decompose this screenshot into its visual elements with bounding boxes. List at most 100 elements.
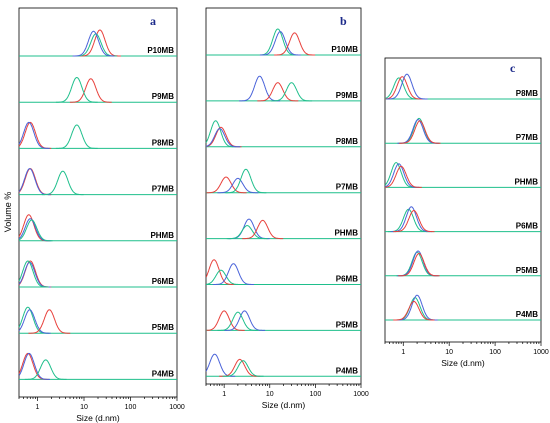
curve-red xyxy=(257,82,299,102)
curve-green xyxy=(384,77,420,100)
x-tick-label: 100 xyxy=(310,391,322,398)
row-p10mb: P10MB xyxy=(206,28,361,56)
panel-frame xyxy=(18,7,178,398)
curve-blue xyxy=(72,30,115,57)
x-tick-label: 1000 xyxy=(169,404,185,411)
x-tick-label: 1 xyxy=(222,391,226,398)
curve-blue xyxy=(212,263,254,285)
row-p5mb: P5MB xyxy=(18,306,177,334)
x-axis-label: Size (d.nm) xyxy=(441,358,485,368)
curve-red xyxy=(206,176,247,194)
panel-c: c 1 10 100 1000 Size (d.nm) P8MB P7MB PHMB P6MB P5… xyxy=(384,57,549,368)
curve-red xyxy=(399,120,441,144)
row-phmb: PHMB xyxy=(384,162,541,188)
row-label: PHMB xyxy=(514,177,538,186)
x-tick-label: 10 xyxy=(266,391,274,398)
row-p4mb: P4MB xyxy=(18,352,177,380)
curve-red xyxy=(69,78,112,103)
row-p8mb: P8MB xyxy=(384,73,541,100)
row-label: P7MB xyxy=(152,185,174,194)
x-tick-label: 1 xyxy=(401,349,405,356)
curve-green xyxy=(206,269,242,285)
x-tick-label: 10 xyxy=(445,349,453,356)
curve-blue xyxy=(390,206,433,233)
row-p6mb: P6MB xyxy=(205,259,361,285)
curve-green xyxy=(226,225,268,240)
panel-letter: c xyxy=(510,61,516,75)
row-p4mb: P4MB xyxy=(385,294,541,321)
row-p7mb: P7MB xyxy=(206,168,361,194)
row-label: P4MB xyxy=(152,369,174,378)
row-label: P7MB xyxy=(336,183,358,192)
curve-red xyxy=(206,126,242,148)
curve-blue xyxy=(217,177,259,194)
panel-frame xyxy=(384,57,542,343)
row-label: P6MB xyxy=(516,222,538,231)
panel-a: a 1 10 100 1000 Size (d.nm) P10MB P9MB P8MB P7MB P… xyxy=(18,7,185,423)
curve-blue xyxy=(396,294,438,321)
curve-red xyxy=(28,309,71,334)
curve-green xyxy=(18,219,53,242)
curve-blue xyxy=(18,168,51,196)
curve-green xyxy=(205,120,237,148)
row-label: P5MB xyxy=(152,323,174,332)
curve-green xyxy=(24,359,67,380)
curve-blue xyxy=(386,73,428,100)
row-p6mb: P6MB xyxy=(385,206,541,233)
row-p7mb: P7MB xyxy=(18,168,177,196)
row-p9mb: P9MB xyxy=(19,77,177,103)
curve-blue xyxy=(259,31,301,56)
curve-green xyxy=(384,162,417,188)
row-label: P9MB xyxy=(152,92,174,101)
curve-blue xyxy=(397,250,439,277)
curve-blue xyxy=(18,309,51,334)
curve-red xyxy=(385,165,422,188)
x-axis-label: Size (d.nm) xyxy=(262,400,306,410)
row-p7mb: P7MB xyxy=(385,117,541,144)
row-p8mb: P8MB xyxy=(18,121,177,149)
curve-green xyxy=(55,77,98,103)
row-label: P10MB xyxy=(331,45,358,54)
x-tick-label: 1000 xyxy=(353,391,369,398)
row-label: P10MB xyxy=(147,46,174,55)
curve-green xyxy=(222,360,264,377)
row-p5mb: P5MB xyxy=(385,250,541,277)
row-label: PHMB xyxy=(334,229,358,238)
row-label: PHMB xyxy=(150,231,174,240)
curve-red xyxy=(206,310,245,331)
curve-red xyxy=(274,32,316,56)
row-label: P5MB xyxy=(336,320,358,329)
x-tick-label: 1000 xyxy=(533,349,549,356)
curve-red xyxy=(393,300,435,321)
row-phmb: PHMB xyxy=(206,218,361,240)
row-label: P5MB xyxy=(516,266,538,275)
curve-green xyxy=(394,297,436,321)
curve-green xyxy=(55,124,98,149)
row-label: P4MB xyxy=(336,366,358,375)
row-label: P8MB xyxy=(152,138,174,147)
row-label: P8MB xyxy=(336,137,358,146)
curve-blue xyxy=(18,261,51,288)
row-p9mb: P9MB xyxy=(206,75,361,102)
curve-red xyxy=(393,210,435,233)
curve-blue xyxy=(18,121,50,149)
curve-green xyxy=(225,168,267,194)
panels: a 1 10 100 1000 Size (d.nm) P10MB P9MB P8MB P7MB P… xyxy=(18,7,549,423)
panel-letter: b xyxy=(340,14,347,28)
curve-blue xyxy=(384,163,420,188)
curve-red xyxy=(18,214,50,242)
curve-blue xyxy=(205,128,241,148)
curve-blue xyxy=(239,75,281,102)
panel-letter: a xyxy=(150,14,156,28)
x-tick-label: 10 xyxy=(80,404,88,411)
panel-b: b 1 10 100 1000 Size (d.nm) P10MB P9MB P8MB P7MB P… xyxy=(205,7,369,410)
row-label: P6MB xyxy=(152,277,174,286)
curve-red xyxy=(205,259,235,285)
curve-green xyxy=(398,117,440,144)
curve-red xyxy=(398,253,440,277)
curve-green xyxy=(41,170,84,196)
curve-blue xyxy=(228,218,270,240)
row-label: P9MB xyxy=(336,91,358,100)
curve-green xyxy=(257,28,299,56)
